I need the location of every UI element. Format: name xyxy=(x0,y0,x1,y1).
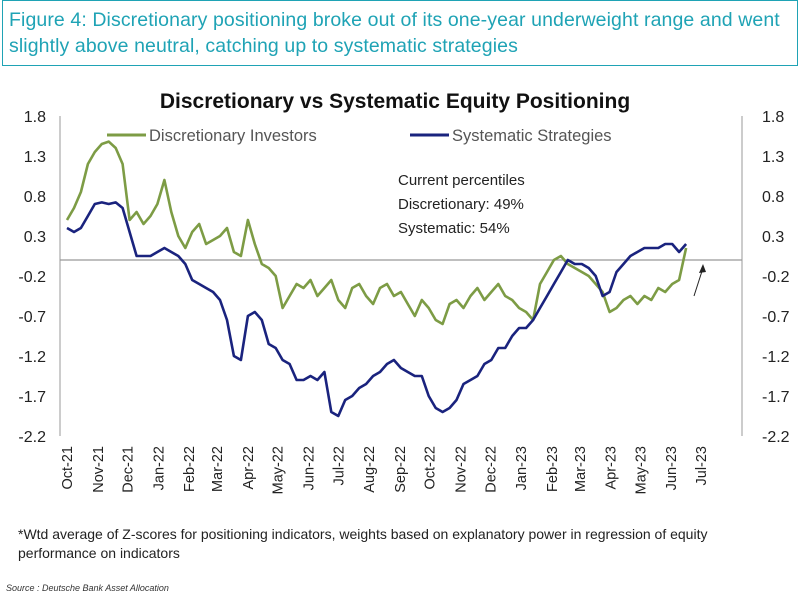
x-tick-label: Nov-21 xyxy=(91,446,107,493)
x-tick-label: Dec-22 xyxy=(483,446,499,493)
y-tick-label-right: 1.3 xyxy=(762,149,784,166)
series-line-systematic xyxy=(66,201,688,418)
figure-header: Figure 4: Discretionary positioning brok… xyxy=(2,0,798,66)
y-tick-label-right: 0.3 xyxy=(762,229,784,246)
x-tick-label: Jan-22 xyxy=(151,446,167,490)
arrow-annotation xyxy=(693,264,706,297)
x-tick-label: Nov-22 xyxy=(454,446,470,493)
y-tick-label-left: 0.8 xyxy=(24,189,46,206)
x-tick-label: May-23 xyxy=(633,446,649,494)
series-lines xyxy=(65,140,688,418)
y-tick-label-left: -1.7 xyxy=(18,389,46,406)
y-tick-label-left: -0.7 xyxy=(18,309,46,326)
x-tick-label: Apr-22 xyxy=(241,446,257,490)
x-tick-label: Apr-23 xyxy=(604,446,620,490)
y-tick-label-right: 0.8 xyxy=(762,189,784,206)
y-tick-labels: 1.8 1.8 1.3 1.3 0.8 0.8 0.3 0.3 -0.2 -0.2 -0.7 -0.7… xyxy=(18,109,789,446)
x-tick-label: Jan-23 xyxy=(514,446,530,490)
x-tick-labels: Oct-21 Nov-21 Dec-21 Jan-22 Feb-22 Mar-22 Apr-… xyxy=(60,446,710,494)
x-tick-label: Aug-22 xyxy=(362,446,378,493)
series-line-discretionary xyxy=(65,140,688,326)
y-tick-label-left: -1.2 xyxy=(18,349,46,366)
y-tick-label-right: 1.8 xyxy=(762,109,784,126)
x-tick-label: Sep-22 xyxy=(393,446,409,493)
footnote: *Wtd average of Z-scores for positioning… xyxy=(18,526,708,561)
x-tick-label: May-22 xyxy=(271,446,287,494)
x-tick-label: Jun-22 xyxy=(301,446,317,490)
source-note: Source : Deutsche Bank Asset Allocation xyxy=(6,583,169,593)
x-tick-label: Jul-22 xyxy=(331,446,347,486)
annotation-line-3: Systematic: 54% xyxy=(398,220,510,237)
annotation-line-2: Discretionary: 49% xyxy=(398,196,524,213)
y-tick-label-right: -1.7 xyxy=(762,389,790,406)
x-tick-label: Mar-22 xyxy=(210,446,226,492)
y-tick-label-right: -2.2 xyxy=(762,429,790,446)
y-tick-label-left: 1.8 xyxy=(24,109,46,126)
legend-label-discretionary: Discretionary Investors xyxy=(149,127,317,145)
figure-title: Figure 4: Discretionary positioning brok… xyxy=(9,9,780,57)
x-tick-label: Mar-23 xyxy=(573,446,589,492)
x-tick-label: Dec-21 xyxy=(121,446,137,493)
annotation-line-1: Current percentiles xyxy=(398,172,525,189)
x-tick-label: Jun-23 xyxy=(664,446,680,490)
x-tick-label: Oct-21 xyxy=(60,446,76,490)
y-tick-label-right: -0.7 xyxy=(762,309,790,326)
y-tick-label-left: -2.2 xyxy=(18,429,46,446)
y-tick-label-left: 0.3 xyxy=(24,229,46,246)
y-tick-label-left: 1.3 xyxy=(24,149,46,166)
x-tick-label: Feb-22 xyxy=(182,446,198,492)
y-tick-label-left: -0.2 xyxy=(18,269,46,286)
x-tick-label: Jul-23 xyxy=(694,446,710,486)
y-tick-label-right: -0.2 xyxy=(762,269,790,286)
chart-title: Discretionary vs Systematic Equity Posit… xyxy=(160,90,630,113)
y-tick-label-right: -1.2 xyxy=(762,349,790,366)
legend-label-systematic: Systematic Strategies xyxy=(452,127,612,145)
x-tick-label: Feb-23 xyxy=(545,446,561,492)
x-tick-label: Oct-22 xyxy=(423,446,439,490)
